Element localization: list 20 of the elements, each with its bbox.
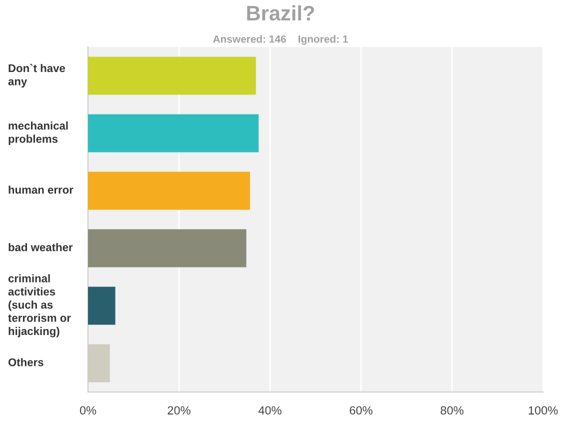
y-tick-label: Others	[8, 358, 44, 366]
y-tick-label: Don`t have any	[8, 64, 66, 88]
x-tick-label: 20%	[168, 406, 190, 415]
x-tick-label: 80%	[440, 406, 464, 415]
y-tick-label: criminal activities (such as terrorism or hijacking)	[8, 274, 71, 338]
bar	[88, 114, 259, 152]
x-tick-label: 40%	[258, 406, 282, 415]
y-tick-label: bad weather	[8, 243, 73, 252]
x-tick-label: 0%	[80, 406, 96, 415]
x-tick-label: 60%	[350, 406, 372, 415]
y-tick-label: human error	[8, 186, 74, 194]
y-tick-label: mechanical problems	[8, 121, 68, 146]
chart-title: Brazil?	[247, 5, 314, 21]
chart-subtitle: Answered: 146 Ignored: 1	[213, 35, 348, 45]
x-tick-label: 100%	[528, 406, 558, 415]
bar	[88, 172, 250, 210]
bar	[88, 56, 256, 95]
bar	[88, 344, 110, 382]
bar	[88, 286, 116, 325]
bar	[88, 229, 246, 268]
